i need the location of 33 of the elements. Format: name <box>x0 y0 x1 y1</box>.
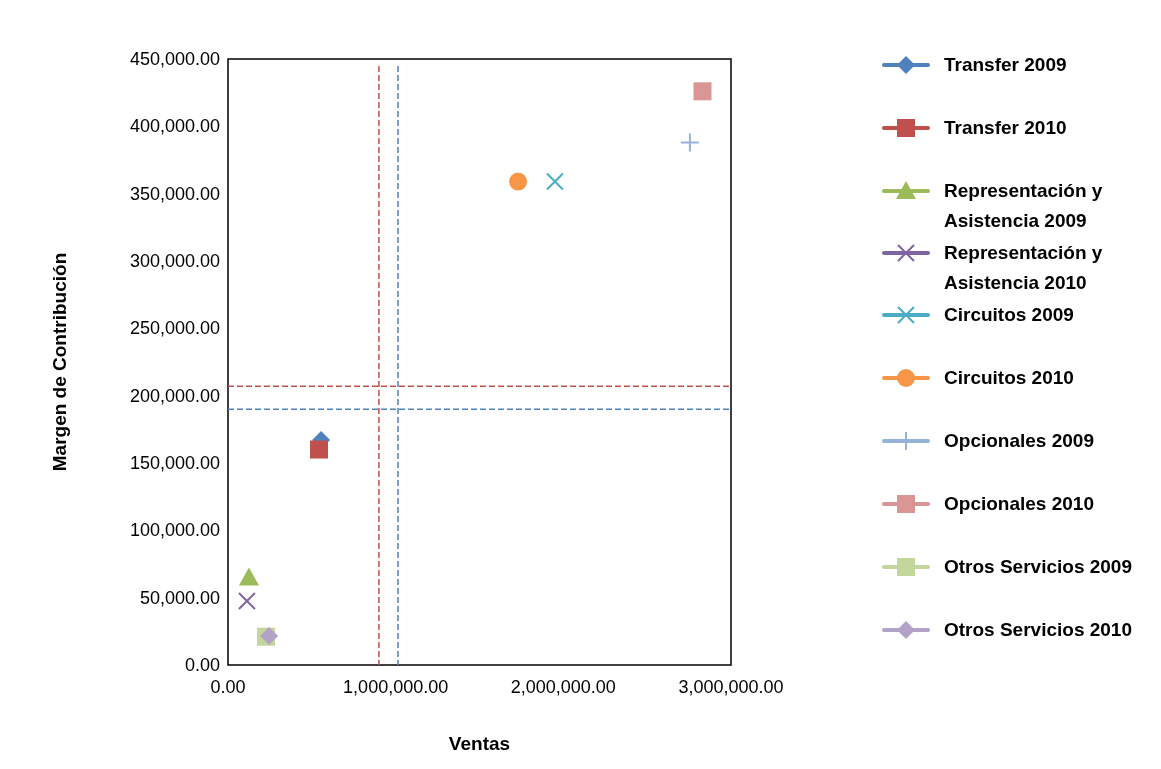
point <box>545 172 564 191</box>
legend-label: Circuitos 2009 <box>944 304 1074 325</box>
y-tick-label: 250,000.00 <box>129 318 220 339</box>
y-tick-label: 0.00 <box>184 655 220 675</box>
x-tick-label: 1,000,000.00 <box>343 677 449 697</box>
point <box>238 567 259 586</box>
point <box>310 440 329 459</box>
point <box>237 592 256 611</box>
y-tick-label: 300,000.00 <box>129 251 220 271</box>
point <box>679 132 700 153</box>
y-axis-title: Margen de Contribución <box>49 252 70 472</box>
y-tick-label: 400,000.00 <box>129 116 220 137</box>
legend-label: Representación y Asistencia 2009 <box>944 180 1103 231</box>
legend-label: Circuitos 2010 <box>944 367 1074 388</box>
legend-label: Opcionales 2009 <box>944 430 1094 451</box>
legend-label: Transfer 2010 <box>944 117 1067 138</box>
x-tick-label: 3,000,000.00 <box>678 677 784 697</box>
y-tick-label: 350,000.00 <box>129 183 220 204</box>
x-axis-title: Ventas <box>448 733 511 754</box>
x-tick-label: 2,000,000.00 <box>510 677 616 697</box>
point <box>693 82 712 101</box>
y-tick-label: 100,000.00 <box>129 520 220 541</box>
legend-label: Otros Servicios 2009 <box>944 556 1132 577</box>
legend-label: Opcionales 2010 <box>944 493 1094 514</box>
legend-label: Transfer 2009 <box>944 54 1067 75</box>
y-tick-label: 200,000.00 <box>129 385 220 406</box>
point <box>509 172 528 191</box>
y-tick-label: 450,000.00 <box>129 49 220 69</box>
y-tick-label: 50,000.00 <box>139 587 220 608</box>
y-tick-label: 150,000.00 <box>129 453 220 473</box>
legend-label: Representación y Asistencia 2010 <box>944 242 1103 293</box>
x-tick-label: 0.00 <box>210 677 246 697</box>
legend-label: Otros Servicios 2010 <box>944 619 1132 640</box>
